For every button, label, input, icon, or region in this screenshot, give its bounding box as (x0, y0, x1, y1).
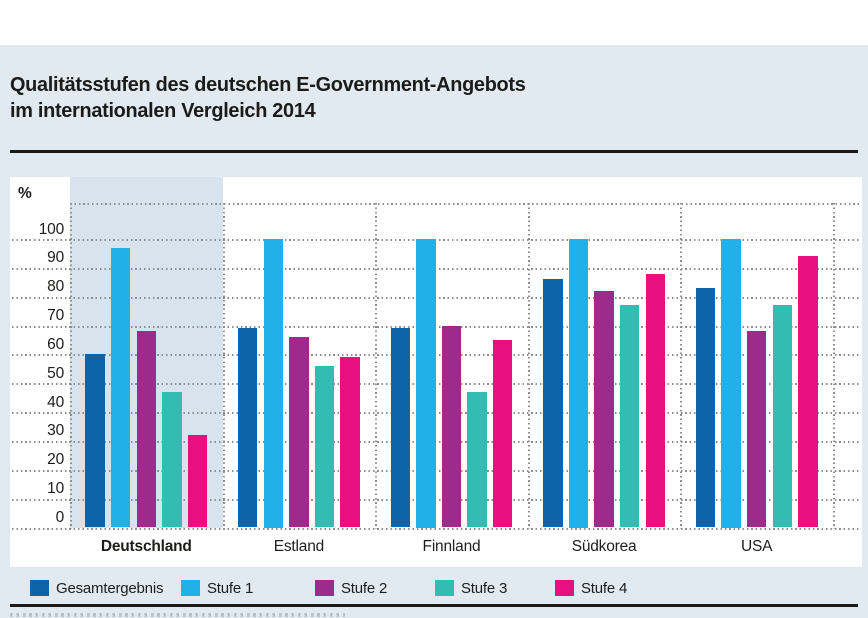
source-line-cutoff (10, 613, 345, 617)
gridline-100 (12, 239, 860, 241)
chart-title: Qualitätsstufen des deutschen E-Governme… (10, 72, 689, 124)
bottom-divider-rule (10, 604, 858, 607)
legend-label: Stufe 2 (341, 580, 388, 597)
legend-swatch-icon (181, 580, 200, 596)
y-tick-label-60: 60 (47, 335, 64, 353)
bar-deutschland-stufe-2 (136, 331, 157, 528)
gridline-0 (12, 527, 860, 530)
y-tick-label-10: 10 (47, 480, 64, 498)
gridline-30 (12, 440, 860, 443)
bar-estland-stufe-4 (340, 357, 360, 528)
bar-finnland-stufe-3 (467, 391, 487, 528)
bar-deutschland-stufe-1 (110, 247, 131, 528)
bar-usa-stufe-2 (746, 331, 767, 528)
legend-item-gesamtergebnis: Gesamtergebnis (30, 579, 180, 597)
y-tick-label-30: 30 (47, 422, 64, 440)
legend-item-stufe-1: Stufe 1 (181, 579, 331, 597)
chart-legend: Gesamtergebnis Stufe 1 Stufe 2 Stufe 3 Stufe… (0, 579, 868, 599)
legend-item-stufe-4: Stufe 4 (555, 579, 705, 597)
gridline-90 (12, 267, 860, 270)
group-separator (375, 203, 378, 529)
gridline-50 (12, 383, 860, 386)
bar-finnland-gesamtergebnis (390, 328, 411, 528)
category-label-estland: Estland (273, 538, 325, 555)
category-label-usa: USA (741, 538, 773, 555)
chart-title-line1: Qualitätsstufen des deutschen E-Governme… (10, 73, 526, 96)
bar-südkorea-stufe-3 (619, 305, 640, 528)
gridline-40 (12, 412, 860, 415)
bar-deutschland-stufe-4 (187, 435, 208, 528)
bar-finnland-stufe-1 (416, 239, 436, 528)
legend-label: Stufe 1 (207, 580, 254, 597)
y-tick-label-40: 40 (47, 393, 64, 411)
bar-südkorea-stufe-4 (645, 273, 666, 528)
legend-swatch-icon (555, 580, 574, 596)
legend-label: Gesamtergebnis (56, 580, 164, 597)
y-axis-unit-label: % (18, 185, 32, 202)
bar-finnland-stufe-4 (492, 339, 513, 528)
y-tick-label-20: 20 (47, 451, 64, 469)
plot-top-dotted-border (70, 203, 860, 205)
y-tick-label-50: 50 (47, 364, 64, 382)
gridline-20 (12, 469, 860, 472)
top-divider-rule (10, 150, 858, 153)
bar-estland-stufe-1 (263, 239, 284, 528)
y-tick-label-100: 100 (38, 220, 64, 238)
group-separator (70, 203, 72, 529)
bar-estland-stufe-2 (289, 337, 309, 528)
category-label-finnland: Finnland (422, 538, 481, 555)
gridline-70 (12, 325, 860, 328)
bar-usa-stufe-4 (798, 256, 818, 528)
group-separator (222, 203, 225, 529)
bar-usa-gesamtergebnis (695, 288, 716, 528)
category-label-deutschland: Deutschland (100, 538, 192, 555)
group-separator (527, 203, 530, 529)
bar-deutschland-gesamtergebnis (85, 354, 105, 528)
legend-swatch-icon (435, 580, 454, 596)
group-separator (833, 203, 835, 529)
bar-südkorea-stufe-1 (568, 239, 589, 528)
bar-deutschland-stufe-3 (162, 391, 182, 528)
legend-item-stufe-2: Stufe 2 (315, 579, 465, 597)
gridline-10 (12, 498, 860, 501)
category-label-südkorea: Südkorea (571, 538, 637, 555)
bar-usa-stufe-3 (772, 305, 793, 528)
legend-label: Stufe 3 (461, 580, 508, 597)
gridline-80 (12, 296, 860, 299)
legend-swatch-icon (30, 580, 49, 596)
bar-südkorea-stufe-2 (594, 290, 614, 528)
legend-label: Stufe 4 (581, 580, 628, 597)
y-tick-label-0: 0 (55, 509, 65, 526)
y-tick-label-80: 80 (47, 278, 64, 296)
legend-item-stufe-3: Stufe 3 (435, 579, 585, 597)
bar-estland-gesamtergebnis (237, 328, 258, 528)
group-separator (680, 203, 683, 529)
y-tick-label-70: 70 (47, 307, 64, 325)
bar-südkorea-gesamtergebnis (543, 279, 563, 528)
plot-panel: % 0 10 20 30 40 50 60 70 80 90 100 Deutschland Estl… (10, 177, 862, 567)
bar-estland-stufe-3 (314, 365, 335, 528)
gridline-60 (12, 354, 860, 357)
bar-usa-stufe-1 (721, 239, 741, 528)
y-tick-label-90: 90 (47, 249, 64, 267)
chart-title-line2: im internationalen Vergleich 2014 (10, 99, 316, 122)
legend-swatch-icon (315, 580, 334, 596)
bar-finnland-stufe-2 (441, 325, 462, 528)
